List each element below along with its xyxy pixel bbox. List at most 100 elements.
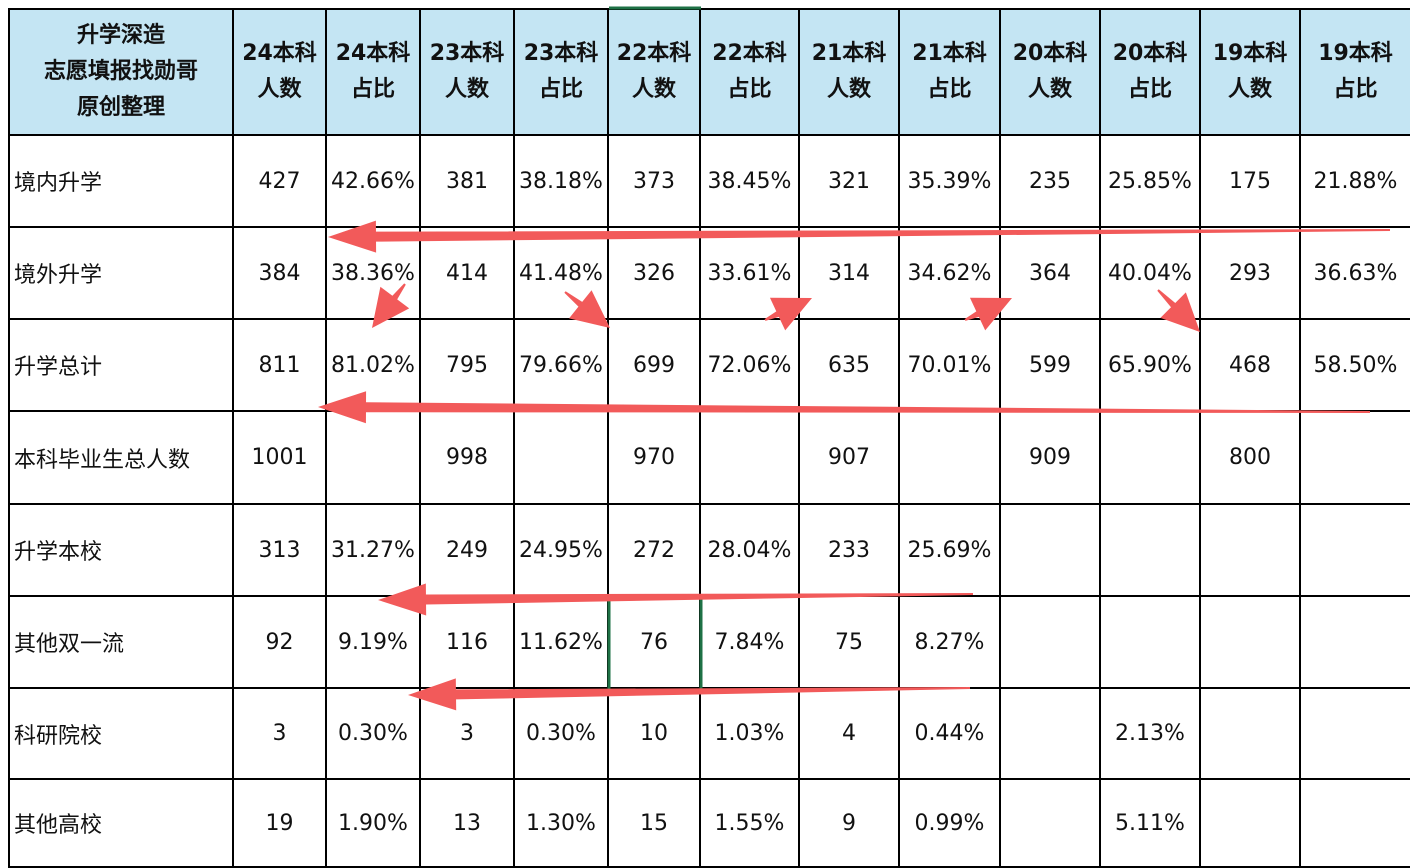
table-cell: [1101, 597, 1201, 689]
cell-value: 19: [265, 810, 294, 836]
table-cell: 10: [609, 689, 701, 780]
table-cell: 2.13%: [1101, 689, 1201, 780]
cell-value: 116: [446, 629, 488, 655]
header-cell: 20本科人数: [1001, 8, 1101, 136]
table-cell: [1201, 597, 1301, 689]
cell-value: 970: [633, 445, 675, 470]
table-cell: 364: [1001, 228, 1101, 320]
table-cell: 11.62%: [515, 597, 609, 689]
cell-value: 33.61%: [707, 260, 792, 286]
cell-value: 381: [446, 168, 488, 194]
cell-value: 272: [633, 537, 675, 563]
cell-value: 31.27%: [331, 537, 415, 563]
cell-value: 811: [258, 352, 301, 378]
row-label: 本科毕业生总人数: [14, 447, 191, 473]
cell-value: 41.48%: [519, 260, 603, 286]
table-cell: 34.62%: [900, 228, 1001, 320]
cell-value: 9.19%: [338, 629, 408, 655]
header-cell: 23本科 人数: [421, 8, 515, 136]
cell-value: 38.45%: [707, 168, 792, 194]
table-cell: 907: [800, 412, 900, 505]
table-cell: 0.44%: [900, 689, 1001, 780]
cell-value: 468: [1229, 352, 1271, 378]
annotation-arrow: [372, 283, 410, 328]
header-line: 23本科: [523, 41, 599, 66]
table-cell: 升学总计: [8, 320, 234, 412]
annotation-arrow: [1157, 289, 1200, 332]
cell-value: 0.30%: [526, 721, 596, 746]
table-cell: 25.85%: [1101, 136, 1201, 228]
header-line: 20本科: [1012, 41, 1088, 66]
cell-value: 8.27%: [914, 629, 985, 655]
annotation-arrow: [764, 297, 812, 331]
table-cell: [1301, 505, 1410, 597]
cell-value: 175: [1229, 168, 1271, 194]
header-line: 志愿填报找勋哥: [43, 59, 198, 84]
header-line: 人数: [257, 77, 302, 102]
table-cell: 373: [609, 136, 701, 228]
table-cell: [1201, 505, 1301, 597]
header-line: 占比: [538, 77, 583, 102]
table-cell: [1001, 505, 1101, 597]
annotation-arrow: [564, 290, 610, 328]
header-line: 人数: [444, 77, 489, 102]
table-cell: 36.63%: [1301, 228, 1410, 320]
table-cell: 313: [234, 505, 327, 597]
cell-value: 384: [258, 260, 301, 286]
table-cell: 3: [421, 689, 515, 780]
header-line: 人数: [631, 77, 676, 102]
header-line: 24本科: [242, 41, 317, 66]
table-cell: [1101, 505, 1201, 597]
cell-value: 635: [828, 352, 870, 378]
table-cell: 3: [234, 689, 327, 780]
table-cell: 414: [421, 228, 515, 320]
annotation-arrow: [378, 583, 974, 616]
table-cell: 800: [1201, 412, 1301, 505]
row-label: 升学本校: [14, 540, 103, 565]
table-cell: 381: [421, 136, 515, 228]
cell-value: 364: [1029, 260, 1071, 286]
cell-value: 800: [1229, 445, 1271, 470]
cell-value: 414: [446, 260, 488, 286]
header-cell: 21本科占比: [900, 8, 1001, 136]
table-cell: [1101, 412, 1201, 505]
cell-value: 70.01%: [907, 352, 992, 378]
cell-value: 92: [265, 629, 294, 655]
header-line: 升学深造: [76, 23, 165, 48]
table-cell: 970: [609, 412, 701, 505]
table-cell: 境外升学: [8, 228, 234, 320]
cell-value: 36.63%: [1313, 260, 1398, 286]
table-cell: [1301, 597, 1410, 689]
header-line: 人数: [826, 77, 871, 102]
cell-value: 38.18%: [519, 168, 603, 194]
header-cell: 23本科占比: [515, 8, 609, 136]
annotation-arrow: [408, 678, 971, 711]
cell-value: 599: [1029, 352, 1071, 378]
table-cell: [1201, 689, 1301, 780]
table-cell: 41.48%: [515, 228, 609, 320]
header-line: 占比: [927, 77, 972, 102]
row-label: 科研院校: [14, 723, 103, 749]
annotation-arrow: [964, 297, 1012, 331]
annotation-arrow: [318, 391, 1371, 424]
cell-value: 10: [640, 721, 668, 746]
table-cell: 314: [800, 228, 900, 320]
table-cell: 31.27%: [327, 505, 421, 597]
header-line: 人数: [1027, 77, 1072, 102]
row-label: 境外升学: [14, 263, 103, 288]
header-line: 占比: [350, 77, 395, 102]
cell-value: 427: [258, 168, 301, 194]
cell-value: 1001: [251, 445, 308, 470]
cell-value: 21.88%: [1313, 168, 1398, 194]
header-line: 21本科: [912, 41, 987, 66]
header-cell: 22本科 占比: [701, 8, 800, 136]
table-cell: 21.88%: [1301, 136, 1410, 228]
table-cell: 38.18%: [515, 136, 609, 228]
table-cell: 1.03%: [701, 689, 800, 780]
table-cell: [515, 412, 609, 505]
table-cell: 235: [1001, 136, 1101, 228]
cell-value: 75: [835, 629, 863, 655]
cell-value: 7.84%: [714, 629, 785, 655]
cell-value: 76: [640, 629, 668, 655]
